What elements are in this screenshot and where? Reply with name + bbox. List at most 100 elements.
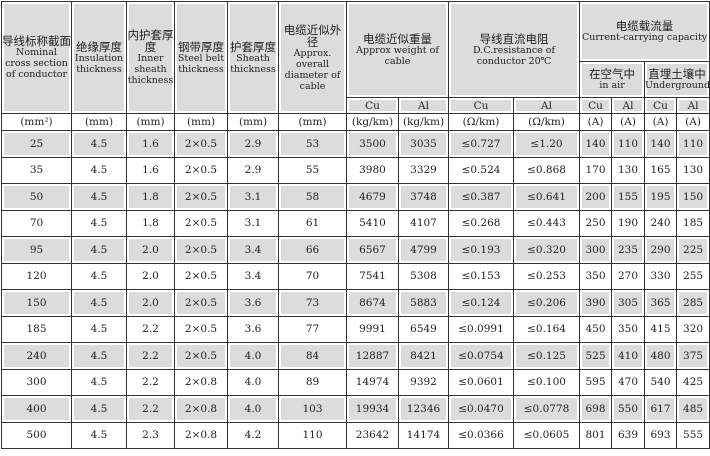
table-cell: 53 bbox=[278, 130, 347, 158]
table-cell: 300 bbox=[579, 236, 613, 264]
table-cell: ≤0.193 bbox=[448, 236, 515, 264]
table-cell: 2×0.5 bbox=[174, 342, 228, 370]
table-cell: 2×0.5 bbox=[174, 209, 228, 237]
table-cell: 2×0.5 bbox=[174, 156, 228, 184]
table-cell: 320 bbox=[676, 315, 710, 343]
table-cell: 4.0 bbox=[227, 395, 279, 423]
table-cell: 235 bbox=[611, 236, 646, 264]
table-cell: 540 bbox=[644, 368, 678, 396]
table-cell: ≤0.124 bbox=[448, 289, 515, 317]
header-weight-cu: Cu bbox=[346, 97, 399, 114]
table-cell: 110 bbox=[611, 130, 646, 158]
table-cell: 240 bbox=[644, 209, 678, 237]
unit-cell: (Ω/km) bbox=[448, 113, 515, 131]
unit-cell: (kg/km) bbox=[346, 113, 399, 131]
table-cell: 400 bbox=[1, 395, 72, 423]
table-cell: 3980 bbox=[346, 156, 399, 184]
table-cell: 3329 bbox=[397, 156, 450, 184]
table-cell: 70 bbox=[1, 209, 72, 237]
table-cell: 103 bbox=[278, 395, 347, 423]
table-cell: 6549 bbox=[397, 315, 450, 343]
table-cell: ≤0.0778 bbox=[513, 395, 581, 423]
table-cell: 1.8 bbox=[126, 209, 175, 237]
table-cell: 2×0.8 bbox=[174, 421, 228, 449]
table-cell: ≤0.0366 bbox=[448, 421, 515, 449]
table-cell: 240 bbox=[1, 342, 72, 370]
table-cell: 3500 bbox=[346, 130, 399, 158]
header-resistance-cu: Cu bbox=[448, 97, 515, 114]
header-inner-sheath: 内护套厚度 Inner sheath thickness bbox=[126, 1, 175, 114]
table-cell: 450 bbox=[579, 315, 613, 343]
table-cell: 14974 bbox=[346, 368, 399, 396]
table-row: 35 4.5 1.6 2×0.5 2.9 55 3980 3329 ≤0.524 ≤0.868 17… bbox=[1, 156, 710, 184]
table-cell: 485 bbox=[676, 395, 710, 423]
table-cell: 698 bbox=[579, 395, 613, 423]
table-row: 50 4.5 1.8 2×0.5 3.1 58 4679 3748 ≤0.387 ≤0.641 20… bbox=[1, 183, 710, 211]
header-weight-al: Al bbox=[397, 97, 450, 114]
table-cell: 2.0 bbox=[126, 262, 175, 290]
table-cell: 77 bbox=[278, 315, 347, 343]
table-cell: ≤1.20 bbox=[513, 130, 581, 158]
table-cell: 2×0.5 bbox=[174, 130, 228, 158]
table-cell: 4.0 bbox=[227, 368, 279, 396]
table-cell: 305 bbox=[611, 289, 646, 317]
table-cell: ≤0.0605 bbox=[513, 421, 581, 449]
table-cell: 50 bbox=[1, 183, 72, 211]
table-cell: 3.4 bbox=[227, 236, 279, 264]
table-cell: 150 bbox=[1, 289, 72, 317]
table-cell: 2×0.5 bbox=[174, 315, 228, 343]
table-cell: 2.0 bbox=[126, 236, 175, 264]
table-row: 150 4.5 2.0 2×0.5 3.6 73 8674 5883 ≤0.124 ≤0.206 3… bbox=[1, 289, 710, 317]
table-cell: 1.6 bbox=[126, 156, 175, 184]
table-cell: 390 bbox=[579, 289, 613, 317]
table-cell: 285 bbox=[676, 289, 710, 317]
table-cell: 95 bbox=[1, 236, 72, 264]
table-cell: ≤0.727 bbox=[448, 130, 515, 158]
table-cell: 185 bbox=[1, 315, 72, 343]
table-cell: 4.5 bbox=[71, 236, 127, 264]
table-cell: 2.2 bbox=[126, 395, 175, 423]
table-cell: ≤0.100 bbox=[513, 368, 581, 396]
unit-cell: (Ω/km) bbox=[513, 113, 581, 131]
table-cell: 110 bbox=[676, 130, 710, 158]
header-air-al: Al bbox=[611, 97, 646, 114]
header-resistance: 导线直流电阻 D.C.resistance of conductor 20℃ bbox=[448, 1, 581, 98]
table-cell: 84 bbox=[278, 342, 347, 370]
table-cell: 4.5 bbox=[71, 183, 127, 211]
table-cell: 3748 bbox=[397, 183, 450, 211]
table-cell: 290 bbox=[644, 236, 678, 264]
table-cell: 4679 bbox=[346, 183, 399, 211]
table-cell: 58 bbox=[278, 183, 347, 211]
table-cell: ≤0.125 bbox=[513, 342, 581, 370]
table-cell: 12887 bbox=[346, 342, 399, 370]
table-cell: 225 bbox=[676, 236, 710, 264]
unit-cell: (mm) bbox=[174, 113, 228, 131]
table-cell: 595 bbox=[579, 368, 613, 396]
header-underground: 直埋土壤中 Underground bbox=[644, 61, 710, 98]
table-cell: ≤0.0601 bbox=[448, 368, 515, 396]
table-cell: 6567 bbox=[346, 236, 399, 264]
table-cell: ≤0.153 bbox=[448, 262, 515, 290]
header-ground-al: Al bbox=[676, 97, 710, 114]
table-cell: 3035 bbox=[397, 130, 450, 158]
table-cell: 3.1 bbox=[227, 183, 279, 211]
table-cell: 8674 bbox=[346, 289, 399, 317]
table-cell: 200 bbox=[579, 183, 613, 211]
table-cell: 130 bbox=[611, 156, 646, 184]
table-cell: ≤0.0991 bbox=[448, 315, 515, 343]
table-cell: 5410 bbox=[346, 209, 399, 237]
header-ground-cu: Cu bbox=[644, 97, 678, 114]
table-cell: 375 bbox=[676, 342, 710, 370]
table-cell: 185 bbox=[676, 209, 710, 237]
table-cell: 3.6 bbox=[227, 289, 279, 317]
table-cell: 89 bbox=[278, 368, 347, 396]
table-cell: 165 bbox=[644, 156, 678, 184]
table-cell: 2×0.5 bbox=[174, 262, 228, 290]
table-cell: 2×0.5 bbox=[174, 289, 228, 317]
table-cell: 617 bbox=[644, 395, 678, 423]
table-cell: ≤0.524 bbox=[448, 156, 515, 184]
table-cell: 66 bbox=[278, 236, 347, 264]
unit-cell: (A) bbox=[644, 113, 678, 131]
header-resistance-al: Al bbox=[513, 97, 581, 114]
